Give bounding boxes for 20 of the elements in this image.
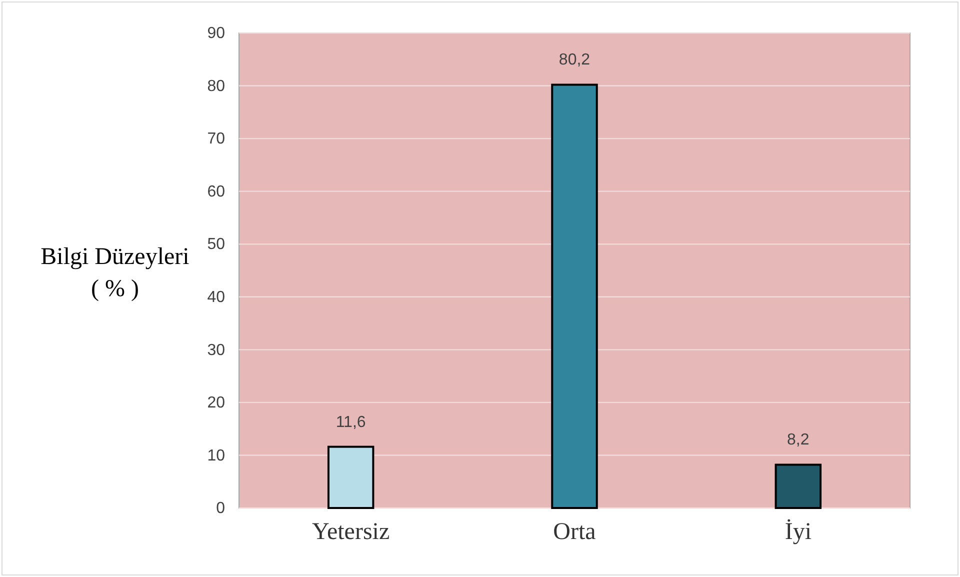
- bar: [551, 84, 598, 509]
- y-tick-label: 70: [207, 130, 226, 148]
- bar: [774, 464, 822, 509]
- data-label: 80,2: [558, 52, 590, 69]
- y-tick-label: 20: [207, 394, 226, 412]
- data-label: 11,6: [336, 414, 366, 431]
- y-tick-label: 10: [207, 447, 226, 464]
- y-tick-label: 30: [207, 342, 226, 359]
- y-axis-title: Bilgi Düzeyleri ( % ): [40, 244, 190, 302]
- data-label: 8,2: [787, 432, 810, 449]
- y-tick-label: 50: [207, 236, 226, 254]
- y-tick-label: 80: [207, 78, 226, 95]
- x-tick-label: Yetersiz: [312, 519, 390, 546]
- x-tick-label: İyi: [784, 519, 812, 546]
- y-tick-label: 0: [216, 500, 226, 518]
- bar: [327, 446, 374, 509]
- y-tick-label: 40: [207, 289, 226, 306]
- y-tick-label: 60: [207, 183, 226, 200]
- y-tick-label: 90: [207, 25, 226, 42]
- x-tick-label: Orta: [553, 519, 596, 546]
